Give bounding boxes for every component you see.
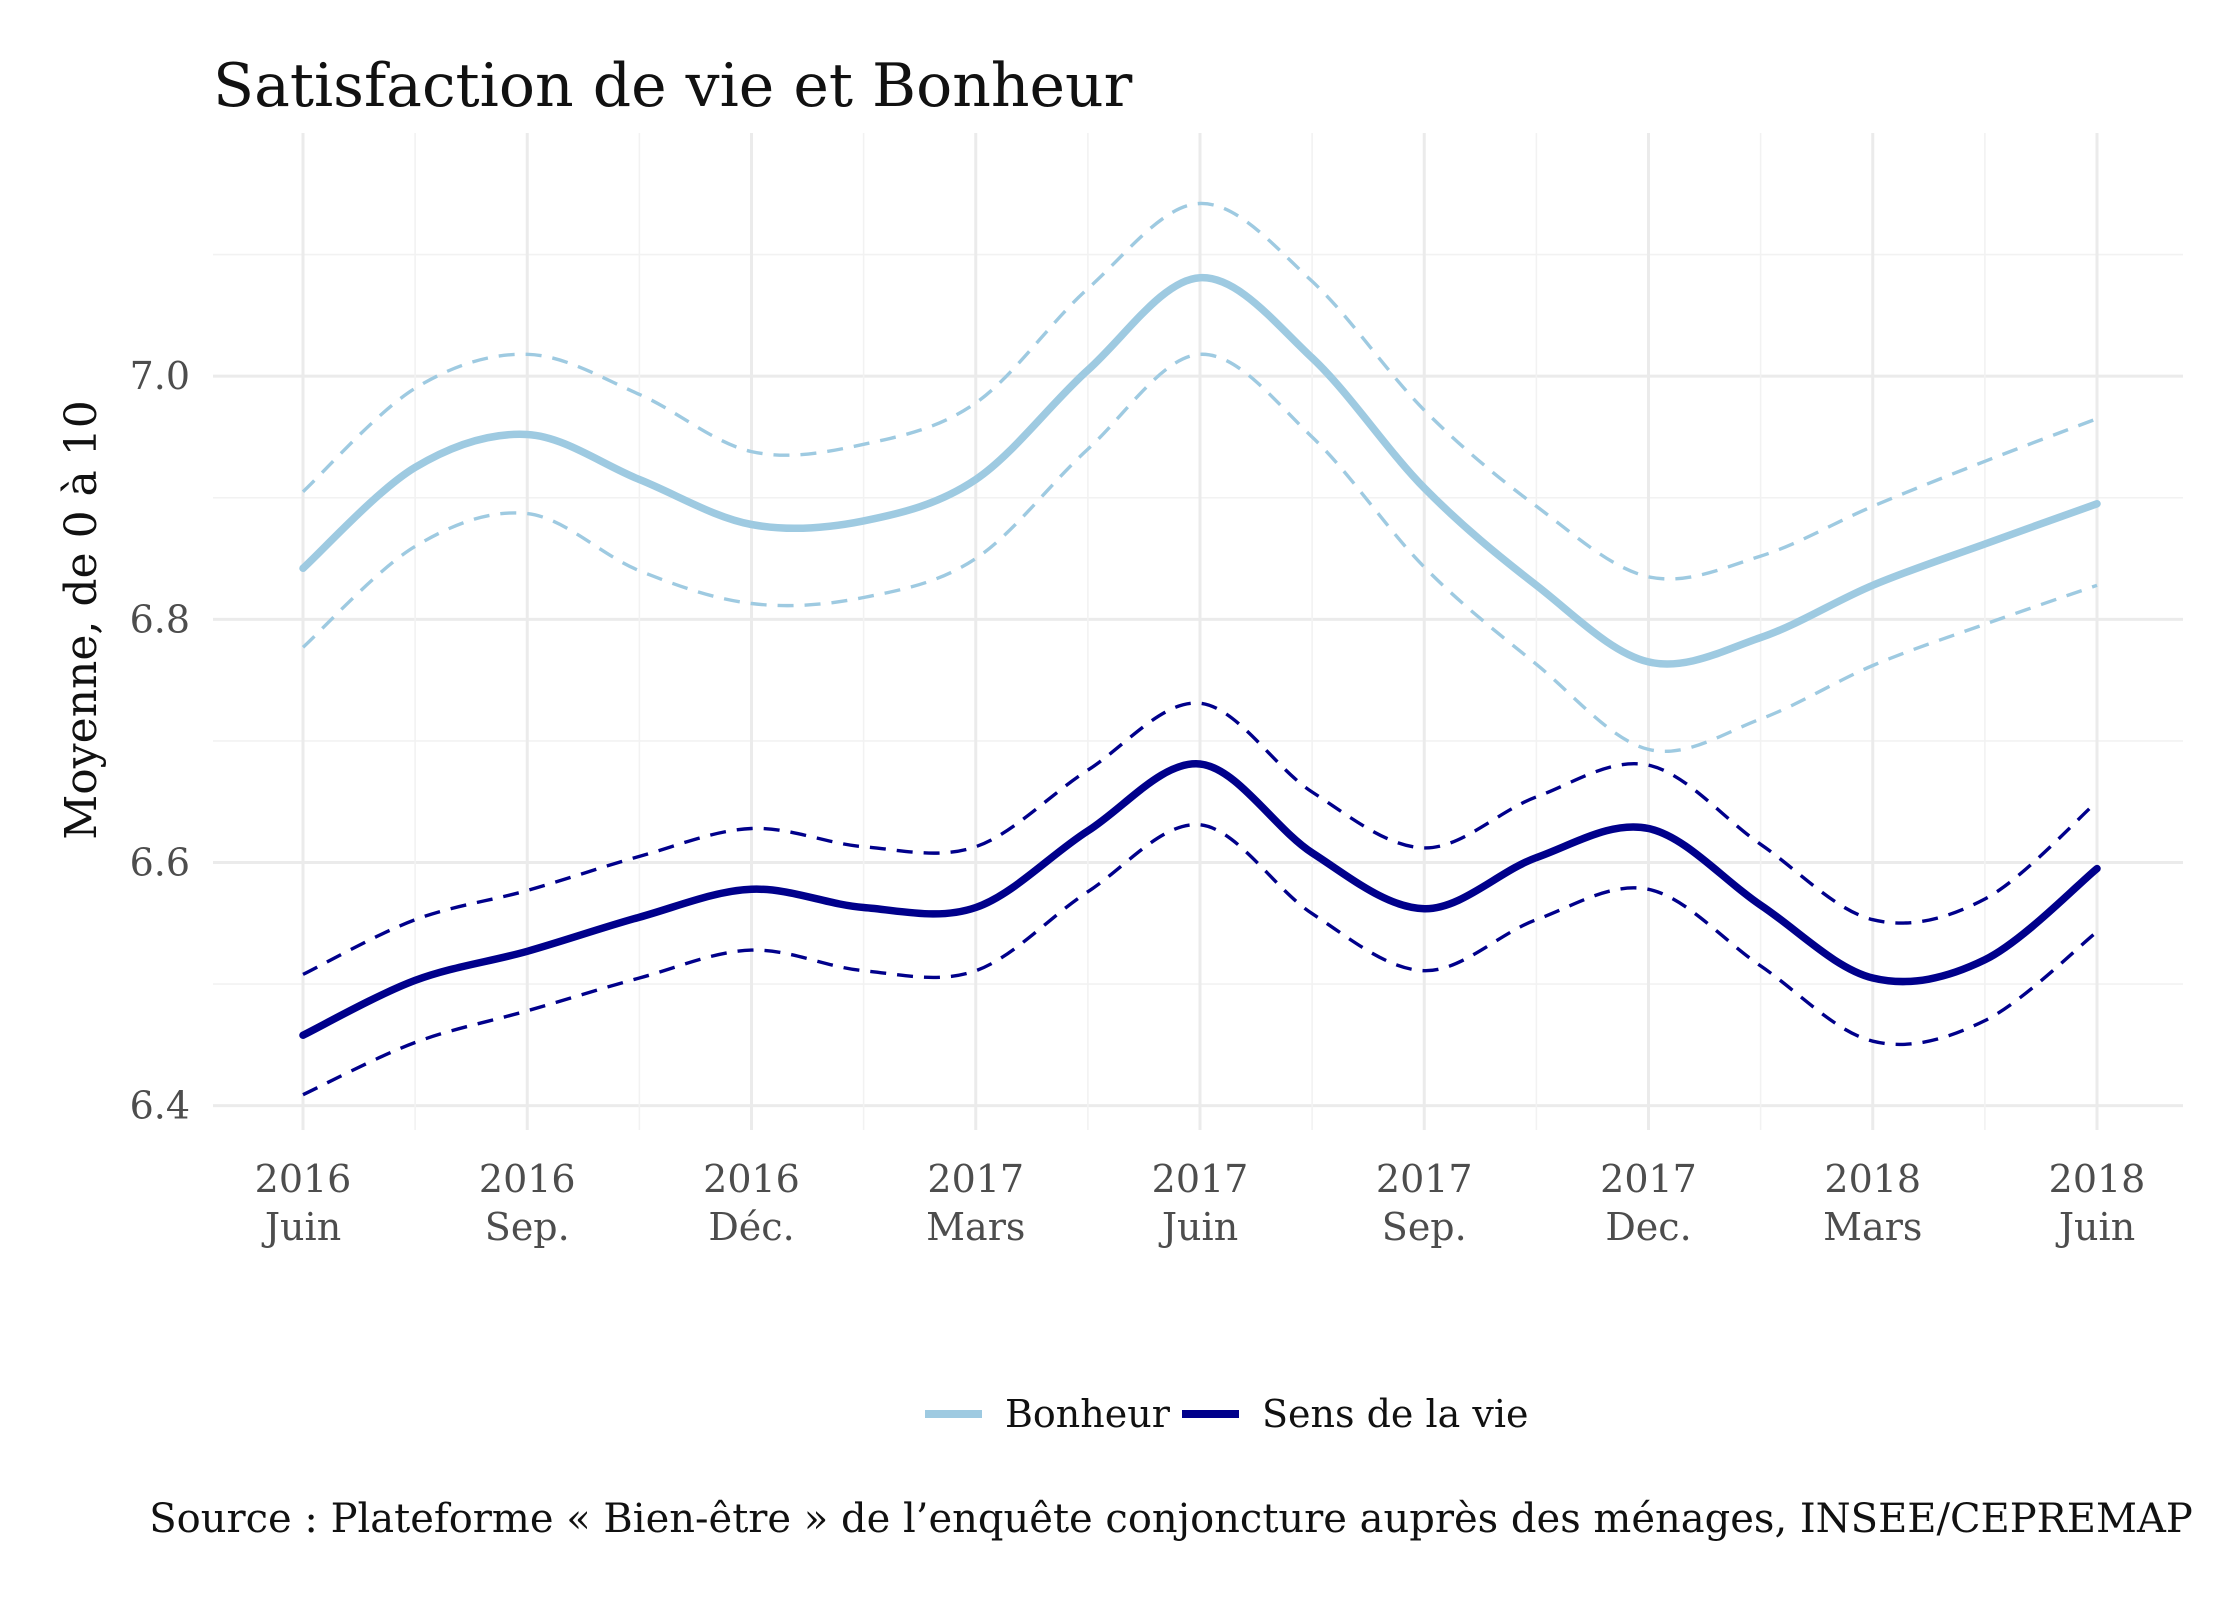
series-sens-de-la-vie-ci-upper — [302, 701, 2099, 976]
x-tick-year: 2016 — [703, 1157, 800, 1201]
legend-label-sens-de-la-vie: Sens de la vie — [1262, 1392, 1528, 1436]
x-tick-year: 2017 — [1600, 1157, 1697, 1201]
x-tick-month: Déc. — [708, 1205, 794, 1249]
series-bonheur-ci-lower — [301, 352, 2098, 754]
x-tick-month: Sep. — [485, 1205, 570, 1249]
x-tick-year: 2017 — [1376, 1157, 1473, 1201]
x-tick-year: 2018 — [1824, 1157, 1921, 1201]
x-tick-month: Juin — [1158, 1205, 1238, 1249]
legend-label-bonheur: Bonheur — [1005, 1392, 1171, 1436]
series-lines — [299, 273, 2101, 1039]
series-sens-de-la-vie-line — [299, 760, 2101, 1039]
x-tick-month: Sep. — [1382, 1205, 1467, 1249]
x-tick-year: 2017 — [927, 1157, 1024, 1201]
series-bonheur-ci-upper — [301, 201, 2098, 581]
y-tick-label: 6.6 — [130, 841, 190, 885]
x-tick-month: Dec. — [1605, 1205, 1691, 1249]
x-tick-year: 2018 — [2049, 1157, 2146, 1201]
x-axis-ticks: 2016Juin2016Sep.2016Déc.2017Mars2017Juin… — [255, 1157, 2146, 1249]
x-tick-month: Juin — [2055, 1205, 2135, 1249]
legend-item-sens-de-la-vie: Sens de la vie — [1182, 1392, 1528, 1436]
x-tick-month: Juin — [261, 1205, 341, 1249]
y-tick-label: 6.8 — [130, 597, 190, 641]
y-axis-ticks: 6.4 6.6 6.8 7.0 — [130, 354, 190, 1128]
chart-title: Satisfaction de vie et Bonheur — [213, 51, 1133, 121]
confidence-bands — [301, 201, 2099, 1097]
x-tick-year: 2016 — [255, 1157, 352, 1201]
x-tick-year: 2016 — [479, 1157, 576, 1201]
series-bonheur-line — [299, 273, 2101, 668]
x-tick-month: Mars — [1823, 1205, 1922, 1249]
x-tick-year: 2017 — [1152, 1157, 1249, 1201]
source-note: Source : Plateforme « Bien-être » de l’e… — [149, 1496, 2193, 1542]
y-axis-label: Moyenne, de 0 à 10 — [56, 400, 107, 840]
series-sens-de-la-vie-ci-lower — [302, 823, 2099, 1097]
grid — [213, 133, 2183, 1130]
y-tick-label: 7.0 — [130, 354, 190, 398]
y-tick-label: 6.4 — [130, 1084, 190, 1128]
legend: Bonheur Sens de la vie — [925, 1392, 1528, 1436]
x-tick-month: Mars — [926, 1205, 1025, 1249]
legend-item-bonheur: Bonheur — [925, 1392, 1171, 1436]
